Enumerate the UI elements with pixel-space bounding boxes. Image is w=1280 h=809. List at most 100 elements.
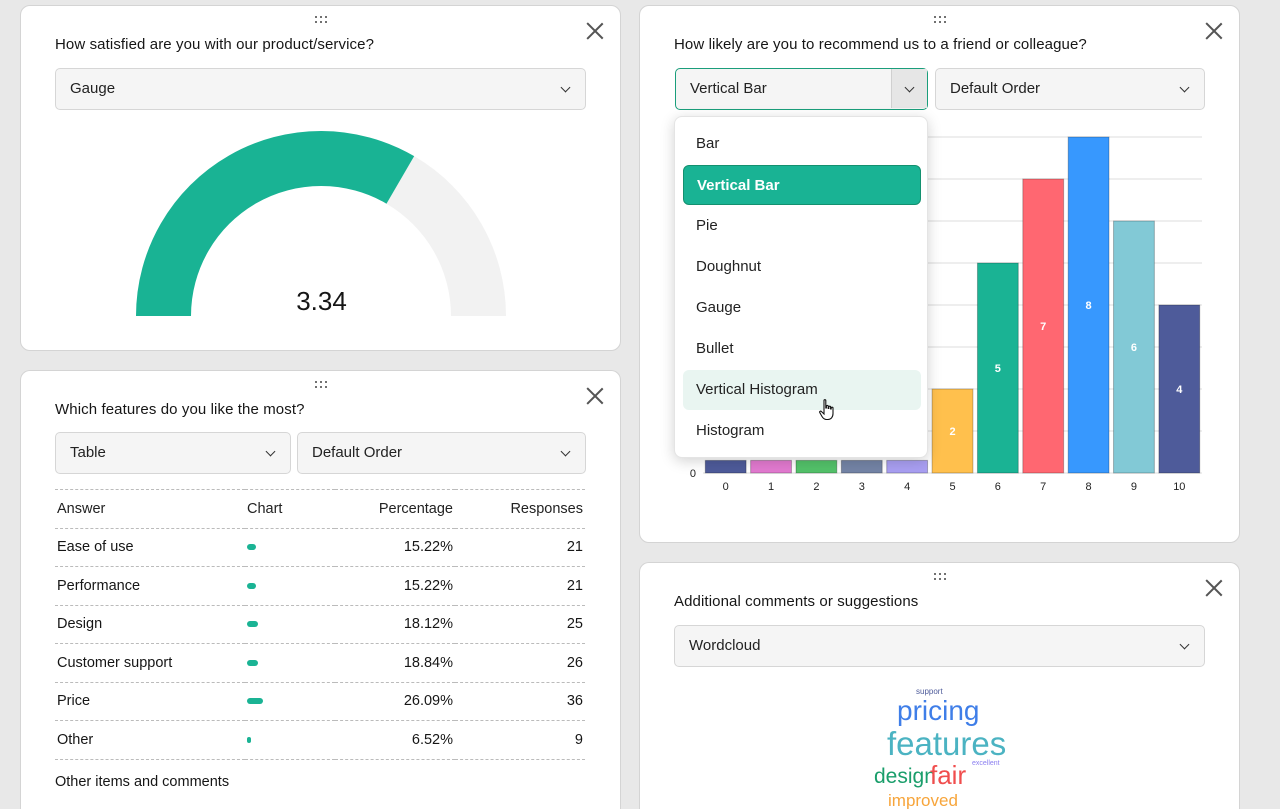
- bar-4[interactable]: [886, 459, 929, 474]
- visualizer-dropdown-menu: Bar Vertical Bar Pie Doughnut Gauge Bullet Ver…: [674, 116, 928, 458]
- bar-data-label: 7: [1040, 321, 1046, 333]
- wordcloud-word: pricing: [897, 695, 980, 726]
- percentage-cell: 6.52%: [335, 720, 455, 760]
- column-header-responses[interactable]: Responses: [455, 489, 585, 528]
- answer-cell: Ease of use: [55, 527, 245, 567]
- mini-bar: [247, 659, 258, 666]
- x-tick-label: 4: [904, 481, 910, 493]
- dropdown-option-vertical-bar[interactable]: Vertical Bar: [683, 165, 921, 205]
- wordcloud-word: excellent: [972, 760, 1000, 767]
- table-row: Performance 15.22% 21: [55, 566, 585, 605]
- responses-cell: 21: [455, 527, 585, 567]
- visualizer-select[interactable]: Vertical Bar: [675, 68, 928, 110]
- order-select[interactable]: Default Order: [935, 68, 1205, 110]
- bar-2[interactable]: [795, 459, 838, 474]
- x-tick-label: 5: [949, 481, 955, 493]
- x-tick-label: 9: [1131, 481, 1137, 493]
- wordcloud-word: features: [887, 725, 1007, 762]
- x-tick-label: 8: [1086, 481, 1092, 493]
- visualizer-select-value: Table: [70, 444, 106, 461]
- bar-10[interactable]: [1158, 304, 1201, 474]
- bar-0[interactable]: [704, 459, 747, 474]
- bar-data-label: 8: [1086, 300, 1092, 312]
- bar-chart: 0 0 1 2 3 4 2 5 5 6 7 7 8 8 6 9 4 10: [690, 136, 1202, 493]
- bar-5[interactable]: [931, 388, 974, 474]
- y-tick-label: 0: [690, 468, 696, 480]
- wordcloud-word: improved: [888, 791, 958, 809]
- dropdown-option-bullet[interactable]: Bullet: [696, 340, 734, 357]
- column-header-chart[interactable]: Chart: [245, 489, 335, 528]
- close-icon[interactable]: [1205, 22, 1223, 40]
- chevron-down-icon: [560, 82, 571, 93]
- other-comments-heading: Other items and comments: [55, 774, 230, 790]
- order-select-value: Default Order: [312, 444, 403, 461]
- x-tick-label: 10: [1173, 481, 1185, 493]
- dropdown-option-doughnut[interactable]: Doughnut: [696, 258, 762, 275]
- chart-cell: [245, 566, 335, 605]
- dropdown-option-vertical-histogram[interactable]: Vertical Histogram: [683, 370, 921, 410]
- responses-cell: 36: [455, 681, 585, 721]
- wordcloud-word: design: [874, 765, 936, 788]
- percentage-cell: 18.84%: [335, 643, 455, 682]
- bar-data-label: 5: [995, 363, 1001, 375]
- satisfaction-panel: How satisfied are you with our product/s…: [20, 5, 621, 351]
- dropdown-option-histogram[interactable]: Histogram: [696, 422, 765, 439]
- table-row: Design 18.12% 25: [55, 604, 585, 644]
- bar-data-label: 6: [1131, 342, 1137, 354]
- chevron-down-icon: [1179, 639, 1190, 650]
- x-tick-label: 7: [1040, 481, 1046, 493]
- drag-handle-icon[interactable]: [933, 573, 946, 581]
- close-icon[interactable]: [586, 387, 604, 405]
- table-row: Price 26.09% 36: [55, 681, 585, 721]
- percentage-cell: 18.12%: [335, 604, 455, 644]
- drag-handle-icon[interactable]: [314, 381, 327, 389]
- comments-panel: Additional comments or suggestions Wordc…: [639, 562, 1240, 809]
- bar-3[interactable]: [840, 459, 883, 474]
- drag-handle-icon[interactable]: [933, 16, 946, 24]
- bar-6[interactable]: [976, 262, 1019, 474]
- dropdown-option-gauge[interactable]: Gauge: [696, 299, 742, 316]
- x-tick-label: 3: [859, 481, 865, 493]
- gauge-value: 3.34: [296, 286, 347, 316]
- x-tick-label: 1: [768, 481, 774, 493]
- bar-1[interactable]: [750, 459, 792, 474]
- column-header-answer[interactable]: Answer: [55, 489, 245, 528]
- bar-data-label: 2: [949, 426, 955, 438]
- chart-cell: [245, 720, 335, 760]
- chart-cell: [245, 604, 335, 644]
- responses-cell: 9: [455, 720, 585, 760]
- chevron-button[interactable]: [891, 69, 927, 108]
- visualizer-select[interactable]: Gauge: [55, 68, 586, 110]
- visualizer-select-value: Gauge: [70, 80, 116, 97]
- column-header-percentage[interactable]: Percentage: [335, 489, 455, 528]
- mini-bar: [247, 544, 256, 551]
- drag-handle-icon[interactable]: [314, 16, 327, 24]
- percentage-cell: 15.22%: [335, 527, 455, 567]
- gauge-chart: [136, 131, 506, 316]
- hand-cursor-icon: [819, 399, 834, 421]
- chevron-down-icon: [265, 446, 276, 457]
- close-icon[interactable]: [1205, 579, 1223, 597]
- bar-data-label: 4: [1176, 384, 1183, 396]
- close-icon[interactable]: [586, 22, 604, 40]
- chevron-down-icon: [904, 82, 915, 93]
- bar-9[interactable]: [1113, 220, 1155, 474]
- dropdown-option-bar[interactable]: Bar: [696, 135, 720, 152]
- mini-bar: [247, 698, 263, 705]
- question-title: How satisfied are you with our product/s…: [55, 36, 375, 53]
- question-title: Which features do you like the most?: [55, 401, 305, 418]
- bar-8[interactable]: [1067, 136, 1110, 474]
- dropdown-option-pie[interactable]: Pie: [696, 217, 718, 234]
- order-select[interactable]: Default Order: [297, 432, 586, 474]
- bar-7[interactable]: [1022, 178, 1065, 474]
- gauge-track: [386, 156, 506, 316]
- mini-bar: [247, 621, 258, 628]
- visualizer-select[interactable]: Wordcloud: [674, 625, 1205, 667]
- x-tick-label: 6: [995, 481, 1001, 493]
- x-tick-label: 2: [813, 481, 819, 493]
- wordcloud-word: support: [916, 687, 943, 696]
- mini-bar: [247, 736, 251, 743]
- question-title: How likely are you to recommend us to a …: [674, 36, 1087, 53]
- percentage-cell: 15.22%: [335, 566, 455, 605]
- visualizer-select[interactable]: Table: [55, 432, 291, 474]
